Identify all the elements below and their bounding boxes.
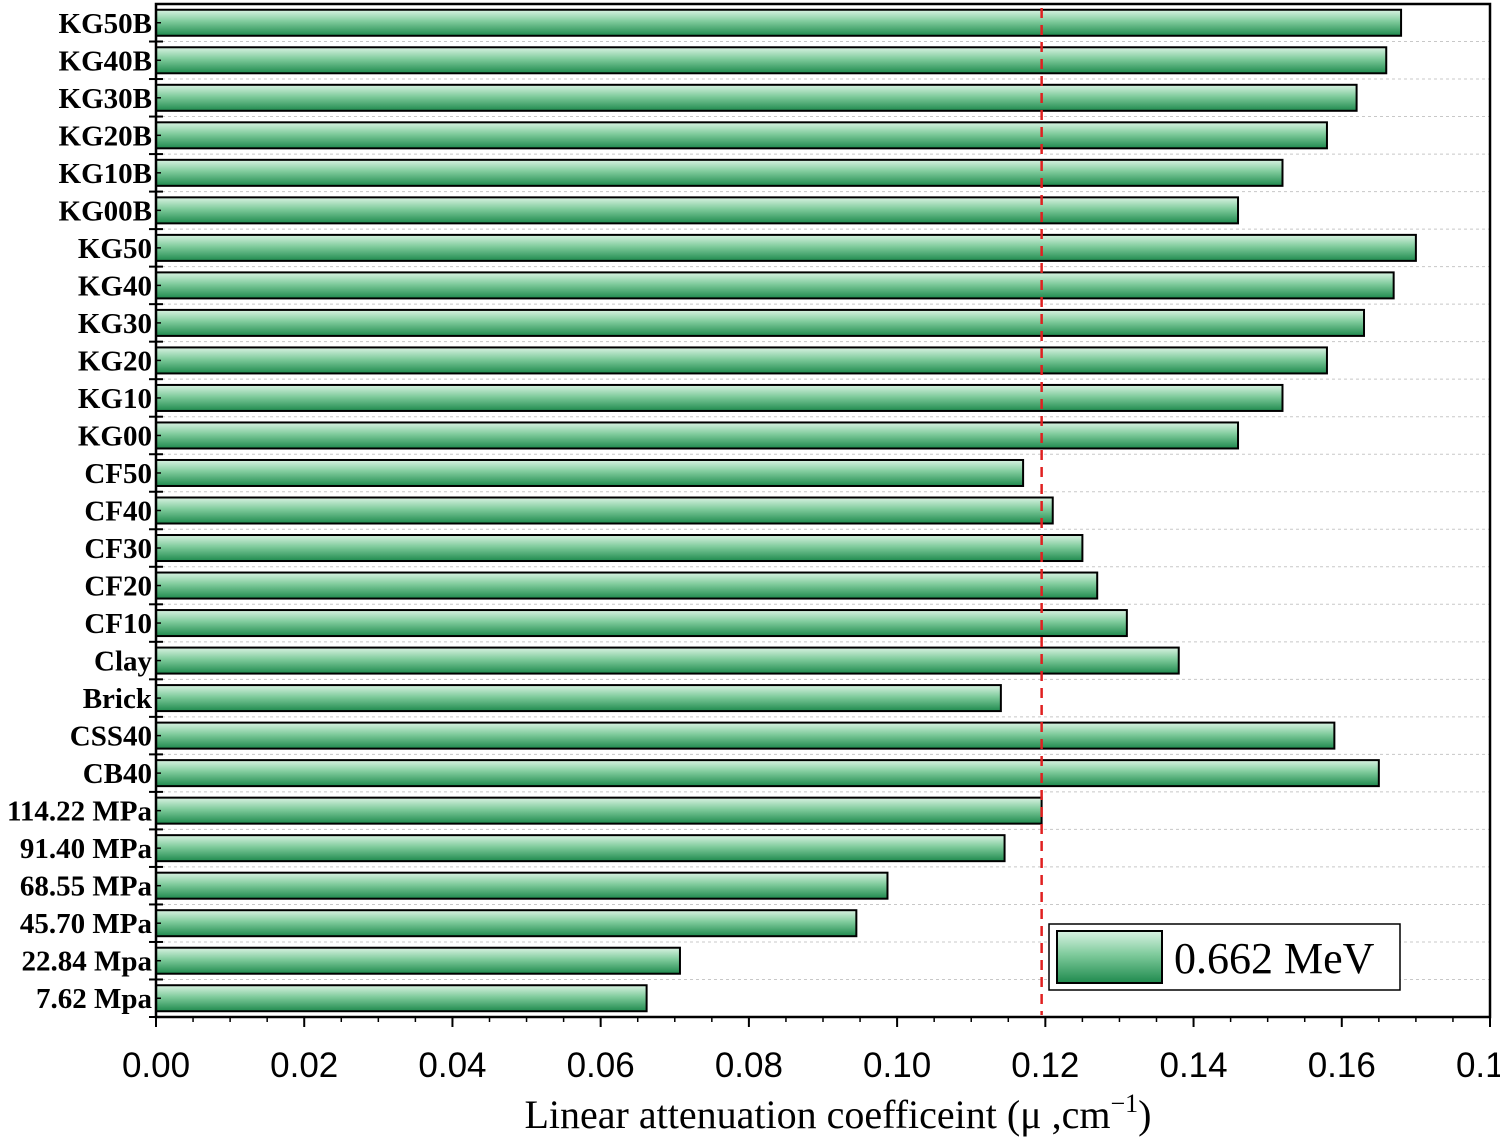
bar: [155, 946, 681, 975]
category-label: CF30: [84, 533, 152, 565]
legend: 0.662 MeV: [1048, 923, 1401, 991]
bar: [155, 383, 1284, 412]
bar: [155, 271, 1395, 300]
x-tick-label: 0.14: [1159, 1046, 1227, 1085]
category-label: KG10: [78, 383, 152, 415]
bar: [155, 721, 1336, 750]
category-label: KG20B: [59, 120, 152, 152]
bar: [155, 984, 648, 1013]
bar: [155, 496, 1054, 525]
bar: [155, 346, 1328, 375]
x-tick-label: 0.02: [270, 1046, 338, 1085]
bar: [155, 421, 1240, 450]
bars: [155, 8, 1417, 1013]
bar: [155, 46, 1388, 75]
bar: [155, 834, 1006, 863]
bar: [155, 796, 1043, 825]
category-label: CF50: [84, 458, 152, 490]
category-label: Clay: [94, 646, 153, 678]
x-tick-label: 0.10: [863, 1046, 931, 1085]
bar: [155, 458, 1025, 487]
category-label: KG00B: [59, 195, 152, 227]
bar: [155, 684, 1002, 713]
legend-swatch: [1056, 930, 1163, 984]
bar: [155, 121, 1328, 150]
category-labels: KG50B KG40B KG30B KG20B KG10B KG00B KG50 KG40 KG…: [7, 8, 153, 1015]
category-label: KG50: [78, 233, 152, 265]
x-tick-label: 0.00: [122, 1046, 190, 1085]
x-tick-label: 0.06: [567, 1046, 635, 1085]
x-tick-label: 0.18: [1456, 1046, 1500, 1085]
legend-label: 0.662 MeV: [1174, 934, 1375, 983]
category-label: KG50B: [59, 8, 152, 40]
category-label: CF20: [84, 571, 152, 603]
bar: [155, 83, 1358, 112]
gridlines: [156, 41, 1490, 980]
bar: [155, 233, 1417, 262]
bar: [155, 609, 1128, 638]
category-label: KG30B: [59, 83, 152, 115]
x-axis-title: Linear attenuation coefficeint (μ ,cm−1): [525, 1089, 1152, 1137]
axis-ticks: [149, 22, 1491, 1027]
bar: [155, 534, 1084, 563]
bar: [155, 158, 1284, 187]
bar: [155, 646, 1180, 675]
category-label: 22.84 Mpa: [22, 946, 153, 978]
category-label: KG30: [78, 308, 152, 340]
category-label: 91.40 MPa: [20, 833, 153, 865]
x-tick-label: 0.08: [715, 1046, 783, 1085]
category-label: CB40: [83, 758, 152, 790]
category-label: KG00: [78, 420, 152, 452]
x-tick-label: 0.04: [418, 1046, 486, 1085]
category-label: CF40: [84, 496, 152, 528]
bar: [155, 308, 1366, 337]
bar: [155, 8, 1403, 37]
bar: [155, 759, 1380, 788]
category-label: 114.22 MPa: [7, 796, 152, 828]
category-label: CSS40: [70, 721, 152, 753]
bar: [155, 571, 1099, 600]
category-label: KG40: [78, 270, 152, 302]
category-label: KG20: [78, 345, 152, 377]
category-label: CF10: [84, 608, 152, 640]
category-label: KG40B: [59, 45, 152, 77]
x-tick-label: 0.12: [1011, 1046, 1079, 1085]
category-label: 68.55 MPa: [20, 871, 153, 903]
category-label: KG10B: [59, 158, 152, 190]
x-tick-label: 0.16: [1308, 1046, 1376, 1085]
x-tick-labels: 0.00 0.02 0.04 0.06 0.08 0.10 0.12 0.14 0.16 0.18: [122, 1046, 1500, 1085]
bar: [155, 196, 1240, 225]
bar: [155, 909, 858, 938]
category-label: 45.70 MPa: [20, 908, 153, 940]
bar: [155, 871, 889, 900]
category-label: 7.62 Mpa: [36, 983, 153, 1015]
category-label: Brick: [83, 683, 153, 715]
